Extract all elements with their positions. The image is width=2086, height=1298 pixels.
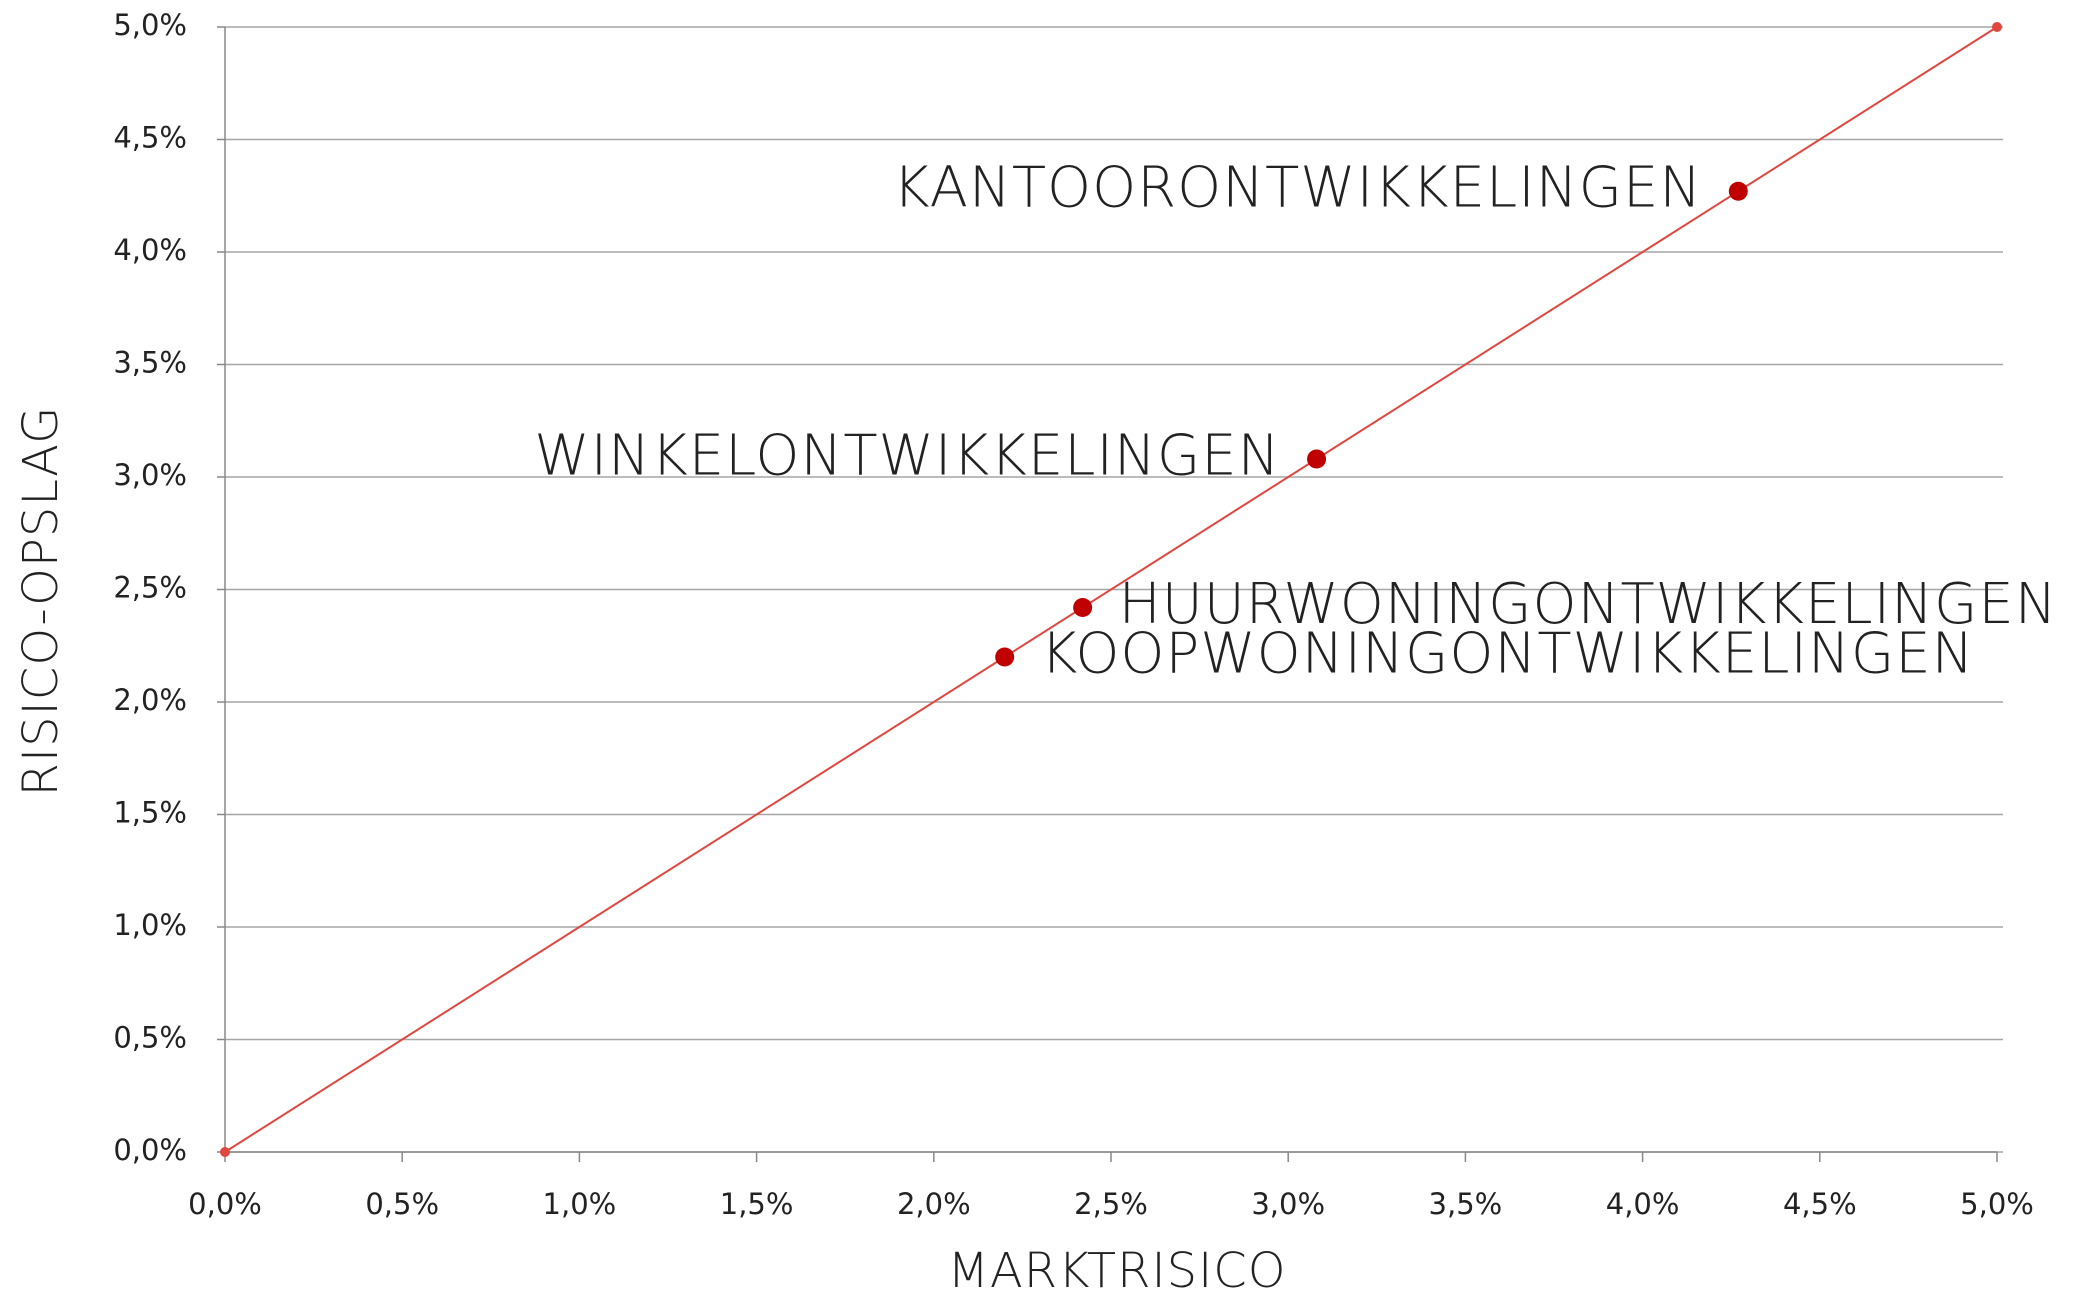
point-label: WINKELONTWIKKELINGEN [534, 423, 1280, 488]
y-tick-label: 2,0% [113, 683, 187, 717]
x-tick-label: 0,5% [365, 1187, 439, 1221]
y-tick-label: 3,5% [113, 346, 187, 380]
point [1307, 449, 1327, 469]
x-tick-label: 4,5% [1783, 1187, 1857, 1221]
y-tick-label: 3,0% [113, 458, 187, 492]
x-tick-label: 0,0% [188, 1187, 262, 1221]
x-tick-label: 2,0% [897, 1187, 971, 1221]
y-tick-label: 0,5% [113, 1021, 187, 1055]
x-tick-label: 5,0% [1960, 1187, 2034, 1221]
y-tick-label: 0,0% [113, 1133, 187, 1167]
x-tick-label: 4,0% [1606, 1187, 1680, 1221]
x-tick-label: 1,5% [720, 1187, 794, 1221]
point [995, 647, 1015, 667]
reference-line [224, 26, 1998, 1153]
x-axis-title: MARKTRISICO [947, 1243, 1286, 1298]
reference-end [1992, 22, 2002, 32]
y-tick-label: 1,5% [113, 796, 187, 830]
y-tick-label: 5,0% [113, 8, 187, 42]
x-tick-label: 3,0% [1251, 1187, 1325, 1221]
point-label: KANTOORONTWIKKELINGEN [893, 156, 1702, 221]
point [1728, 181, 1748, 201]
y-tick-label: 4,5% [113, 121, 187, 155]
x-tick-label: 2,5% [1074, 1187, 1148, 1221]
point [1073, 598, 1093, 617]
reference-end [220, 1147, 230, 1157]
point-label: HUURWONINGONTWIKKELINGEN [1119, 572, 2058, 637]
y-tick-label: 4,0% [113, 233, 187, 267]
x-tick-label: 3,5% [1429, 1187, 1503, 1221]
y-tick-label: 2,5% [113, 571, 187, 605]
y-tick-label: 1,0% [113, 908, 187, 942]
point-label: KOOPWONINGONTWIKKELINGEN [1041, 621, 1975, 686]
y-axis-title: RISICO-OPSLAG [13, 406, 69, 797]
x-tick-label: 1,0% [543, 1187, 617, 1221]
